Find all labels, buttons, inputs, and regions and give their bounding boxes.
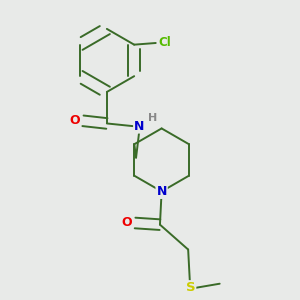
- Text: O: O: [121, 217, 132, 230]
- Text: Cl: Cl: [159, 37, 171, 50]
- Text: H: H: [148, 113, 157, 123]
- Text: N: N: [156, 185, 167, 198]
- Text: S: S: [186, 281, 195, 294]
- Text: O: O: [69, 114, 80, 127]
- Text: N: N: [134, 120, 145, 133]
